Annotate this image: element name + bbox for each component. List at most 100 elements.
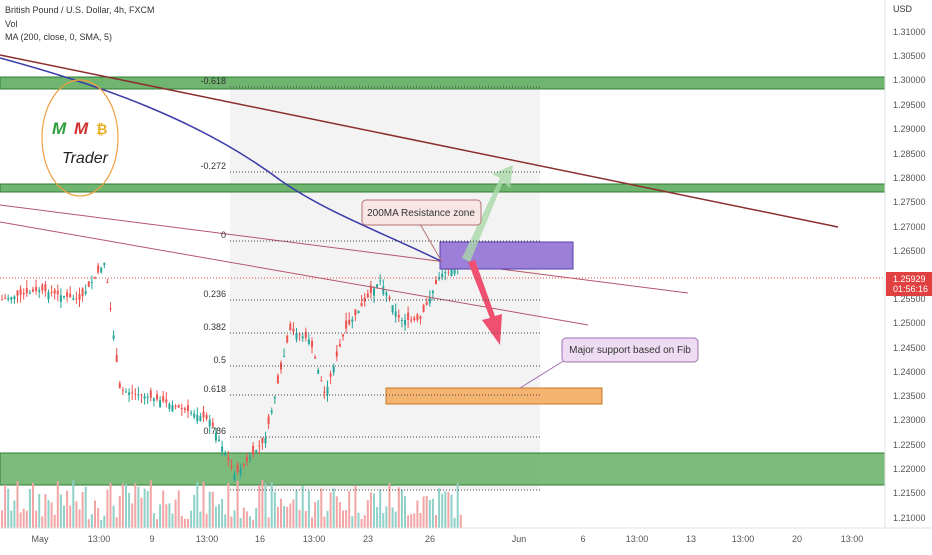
candle-body [270,410,273,413]
callout [561,337,699,363]
candle-body [283,355,286,357]
volume-bar [81,492,84,528]
candle-body [140,394,143,396]
volume-bar [75,501,78,528]
candle-body [137,394,140,396]
candle-body [357,310,360,314]
candle-body [13,296,16,300]
candle-body [168,403,171,410]
candle-body [236,464,239,472]
logo-word: Trader [62,150,109,167]
candle-body [289,323,292,331]
volume-bar [156,519,158,528]
candle-body [435,279,437,284]
volume-bar [351,516,354,528]
callout-text: 200MA Resistance zone [367,208,475,219]
volume-bar [416,500,419,528]
candle-body [379,280,382,282]
volume-bar [425,495,428,528]
candle-body [239,468,242,474]
volume-bar [140,497,143,528]
price-tick: 1.25000 [893,318,926,328]
candle-body [338,344,341,347]
volume-bar [444,491,447,528]
candle-body [81,288,84,297]
price-tick: 1.26500 [893,246,926,256]
volume-bar [202,481,205,528]
candle-body [292,328,295,332]
candle-body [56,290,59,295]
candle-body [4,297,7,299]
volume-bar [258,485,261,528]
candle-body [7,297,10,300]
candle-body [307,339,310,344]
volume-bar [388,483,391,528]
candle-body [298,334,301,336]
callout-pointer [519,359,566,389]
volume-bar [63,505,65,528]
volume-bar [4,484,7,528]
volume-bar [159,504,162,528]
arrow-up [462,165,513,262]
volume-bar [106,489,109,528]
candle-body [373,288,375,296]
candle-body [354,309,357,316]
volume-bar [394,511,397,528]
volume-bar [196,482,199,528]
resistance-box [439,241,574,270]
volume-bar [242,507,245,528]
time-tick: 13:00 [88,534,111,544]
volume-bar [121,483,124,528]
price-tick: 1.30000 [893,75,926,85]
candle-body [115,355,118,362]
volume-bar [236,480,239,528]
volume-bar [224,514,227,528]
candle-body [252,445,255,454]
price-tick: 1.28500 [893,149,926,159]
candle-body [128,392,131,395]
candle-body [323,391,326,393]
candle-body [44,284,47,292]
price-tag [886,272,932,296]
volume-bar [270,482,273,528]
time-tick: 13:00 [626,534,649,544]
volume-bar [35,510,38,528]
volume-bar [131,503,134,528]
candle-body [28,292,31,294]
price-tick: 1.27500 [893,197,926,207]
time-tick: 13:00 [841,534,864,544]
volume-bar [208,491,211,528]
candle-body [431,290,434,294]
volume-bar [335,496,338,528]
candle-body [230,466,233,468]
candle-body [407,312,410,320]
volume-bar [286,506,289,528]
volume-bar [323,516,326,528]
candle-body [103,263,106,266]
candle-body [84,291,87,294]
volume-bar [16,481,19,528]
candle-body [348,319,351,324]
price-tick: 1.24500 [893,343,926,353]
candle-body [162,396,165,402]
candle-body [441,273,444,278]
volume-bar [41,516,44,528]
candle-body [444,271,447,274]
time-axis: May 13:00 9 13:00 16 13:00 23 26 Jun 6 13:00 13 13:0… [31,534,863,544]
volume-bar [233,510,236,528]
volume-bar [450,494,453,528]
time-tick: 13:00 [303,534,326,544]
candle-body [304,331,307,338]
volume-bar [311,517,313,528]
candle-body [413,317,416,320]
volume-bar [7,488,10,528]
volume-bar [97,508,100,528]
volume-bar [115,517,118,528]
volume-bar [128,492,131,528]
price-tick: 1.29000 [893,124,926,134]
candle-body [199,416,202,422]
fib-label: -0.272 [200,161,226,171]
time-tick: 16 [255,534,265,544]
candle-body [295,333,298,340]
volume-bar [453,517,456,528]
